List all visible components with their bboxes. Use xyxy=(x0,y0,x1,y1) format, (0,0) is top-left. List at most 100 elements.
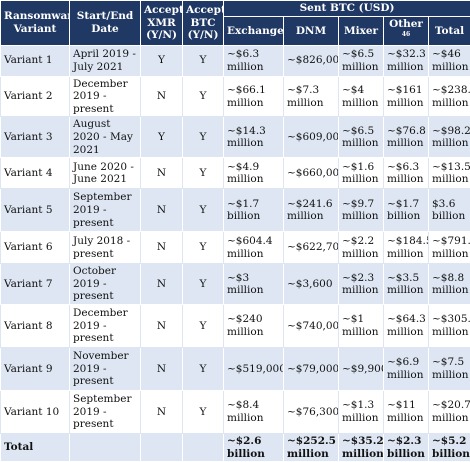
cell-dates: July 2018 - present xyxy=(70,232,141,264)
cell-accept-xmr: N xyxy=(141,264,183,305)
cell-variant: Variant 9 xyxy=(1,348,70,391)
cell-accept-btc: Y xyxy=(183,45,224,76)
footnote-ref: 46 xyxy=(402,31,410,38)
cell-mixer: ~$2.2 million xyxy=(339,232,384,264)
cell-exchange: ~$6.3 million xyxy=(224,45,284,76)
cell-dnm: ~$79,000 xyxy=(284,348,339,391)
cell-dates: April 2019 - July 2021 xyxy=(70,45,141,76)
header-dnm: DNM xyxy=(284,17,339,46)
cell-total: ~$98.2 million xyxy=(429,117,470,158)
cell-accept-xmr: N xyxy=(141,348,183,391)
cell-other: ~$161 million xyxy=(384,76,429,117)
total-empty-btc xyxy=(183,434,224,462)
cell-total: ~$8.8 million xyxy=(429,264,470,305)
cell-total: ~$13.5 million xyxy=(429,158,470,189)
cell-dnm: ~$660,000 xyxy=(284,158,339,189)
total-total: ~$5.2 billion xyxy=(429,434,470,462)
cell-exchange: ~$4.9 million xyxy=(224,158,284,189)
cell-dates: December 2019 - present xyxy=(70,76,141,117)
cell-mixer: ~$1.3 million xyxy=(339,391,384,434)
cell-variant: Variant 7 xyxy=(1,264,70,305)
total-exchange: ~$2.6 billion xyxy=(224,434,284,462)
header-dates: Start/End Date xyxy=(70,1,141,46)
cell-dnm: ~$7.3 million xyxy=(284,76,339,117)
cell-dnm: ~$740,000 xyxy=(284,305,339,348)
cell-exchange: ~$240 million xyxy=(224,305,284,348)
cell-dates: October 2019 - present xyxy=(70,264,141,305)
total-dnm: ~$252.5 million xyxy=(284,434,339,462)
cell-other: ~$6.3 million xyxy=(384,158,429,189)
cell-total: ~$791.7 million xyxy=(429,232,470,264)
cell-accept-btc: Y xyxy=(183,232,224,264)
cell-accept-xmr: N xyxy=(141,76,183,117)
cell-total: ~$305.8 million xyxy=(429,305,470,348)
cell-exchange: ~$604.4 million xyxy=(224,232,284,264)
cell-accept-btc: Y xyxy=(183,117,224,158)
cell-variant: Variant 10 xyxy=(1,391,70,434)
header-mixer: Mixer xyxy=(339,17,384,46)
cell-accept-xmr: N xyxy=(141,305,183,348)
cell-mixer: ~$4 million xyxy=(339,76,384,117)
header-other-label: Other xyxy=(389,18,423,30)
cell-exchange: ~$66.1 million xyxy=(224,76,284,117)
cell-accept-xmr: Y xyxy=(141,117,183,158)
cell-mixer: ~$6.5 million xyxy=(339,45,384,76)
cell-other: ~$76.8 million xyxy=(384,117,429,158)
cell-dates: December 2019 - present xyxy=(70,305,141,348)
header-other: Other 46 xyxy=(384,17,429,46)
header-variant: Ransomware Variant xyxy=(1,1,70,46)
cell-total: ~$20.7 million xyxy=(429,391,470,434)
cell-dates: September 2019 - present xyxy=(70,189,141,232)
total-empty-xmr xyxy=(141,434,183,462)
cell-other: ~$1.7 billion xyxy=(384,189,429,232)
cell-dnm: ~$241.6 million xyxy=(284,189,339,232)
total-mixer: ~$35.2 million xyxy=(339,434,384,462)
cell-dates: August 2020 - May 2021 xyxy=(70,117,141,158)
cell-dnm: ~$76,300 xyxy=(284,391,339,434)
cell-dates: November 2019 - present xyxy=(70,348,141,391)
cell-exchange: ~$1.7 billion xyxy=(224,189,284,232)
cell-accept-btc: Y xyxy=(183,391,224,434)
cell-accept-btc: Y xyxy=(183,76,224,117)
cell-other: ~$32.3 million xyxy=(384,45,429,76)
cell-exchange: ~$3 million xyxy=(224,264,284,305)
cell-variant: Variant 1 xyxy=(1,45,70,76)
cell-accept-btc: Y xyxy=(183,264,224,305)
cell-mixer: ~$1.6 million xyxy=(339,158,384,189)
cell-mixer: ~$2.3 million xyxy=(339,264,384,305)
header-exchange: Exchange xyxy=(224,17,284,46)
cell-variant: Variant 4 xyxy=(1,158,70,189)
cell-exchange: ~$519,000 xyxy=(224,348,284,391)
cell-other: ~$11 million xyxy=(384,391,429,434)
cell-mixer: ~$6.5 million xyxy=(339,117,384,158)
total-label: Total xyxy=(1,434,70,462)
cell-other: ~$64.3 million xyxy=(384,305,429,348)
header-accept-btc: Accept BTC (Y/N) xyxy=(183,1,224,46)
cell-dnm: ~$622,700 xyxy=(284,232,339,264)
cell-accept-xmr: N xyxy=(141,189,183,232)
cell-total: ~$238.5 million xyxy=(429,76,470,117)
cell-accept-btc: Y xyxy=(183,348,224,391)
cell-variant: Variant 2 xyxy=(1,76,70,117)
total-empty-dates xyxy=(70,434,141,462)
cell-mixer: ~$9,900 xyxy=(339,348,384,391)
cell-dates: September 2019 - present xyxy=(70,391,141,434)
cell-variant: Variant 5 xyxy=(1,189,70,232)
cell-dates: June 2020 - June 2021 xyxy=(70,158,141,189)
cell-dnm: ~$3,600 xyxy=(284,264,339,305)
header-total: Total xyxy=(429,17,470,46)
cell-variant: Variant 8 xyxy=(1,305,70,348)
cell-other: ~$3.5 million xyxy=(384,264,429,305)
cell-total: ~$46 million xyxy=(429,45,470,76)
cell-mixer: ~$1 million xyxy=(339,305,384,348)
cell-exchange: ~$8.4 million xyxy=(224,391,284,434)
